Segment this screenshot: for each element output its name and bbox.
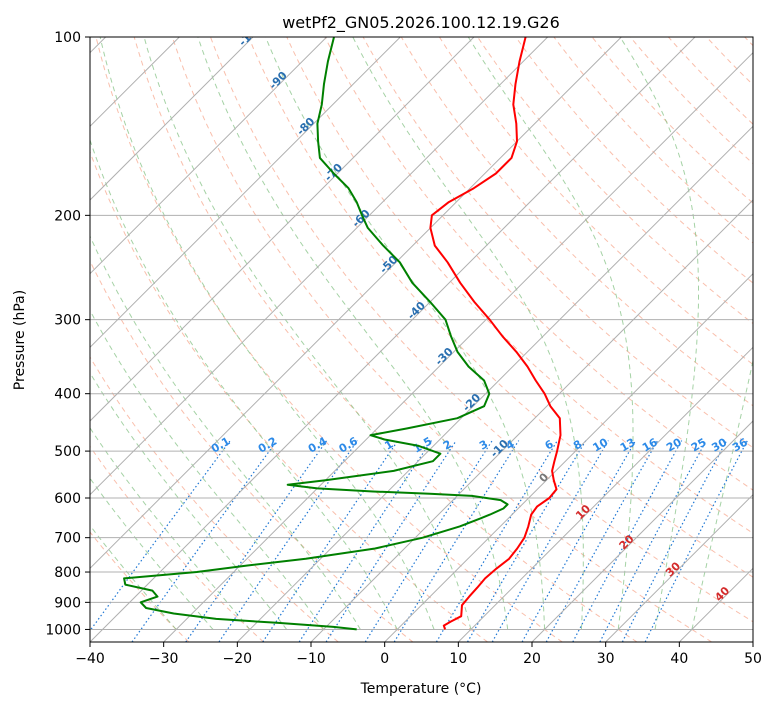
dry-adiabat xyxy=(90,356,339,642)
dry-adiabat xyxy=(171,37,712,642)
mixing-ratio-line xyxy=(262,440,399,642)
isotherm-line xyxy=(384,272,753,642)
mixing-ratio-line xyxy=(572,440,683,642)
mixing-ratio-line xyxy=(435,440,558,642)
mixing-ratio-line xyxy=(644,440,748,642)
isotherm-line xyxy=(90,37,696,642)
mixing-ratio-line xyxy=(466,440,587,642)
moist-adiabat xyxy=(90,477,214,630)
y-tick-label: 800 xyxy=(54,565,81,581)
mixing-ratio-line xyxy=(491,440,609,642)
isotherm-line xyxy=(605,493,753,642)
moist-adiabat xyxy=(90,235,361,630)
x-axis-ticks: −40 −30 −20 −10 0 10 20 30 40 50 xyxy=(75,642,762,667)
dewpoint-profile xyxy=(123,37,509,631)
y-tick-label: 900 xyxy=(54,595,81,611)
moist-adiabat xyxy=(467,37,634,630)
y-tick-label: 1000 xyxy=(45,622,81,638)
moist-adiabat xyxy=(619,37,699,630)
sounding-profiles xyxy=(123,37,562,631)
mixing-ratio-line xyxy=(545,440,659,642)
x-tick-label: 10 xyxy=(449,651,467,667)
isotherm-line xyxy=(90,37,328,275)
dry-adiabat xyxy=(133,37,638,642)
isotherm-line xyxy=(90,37,549,496)
isotherm-line xyxy=(457,346,753,642)
mixing-ratio-line xyxy=(521,440,637,642)
y-tick-label: 400 xyxy=(54,387,81,403)
moist-adiabat xyxy=(90,138,398,630)
isotherm-line xyxy=(531,420,753,642)
moist-adiabat xyxy=(352,37,584,630)
mixing-ratio-line xyxy=(90,440,231,632)
x-tick-label: −30 xyxy=(149,651,179,667)
moist-adiabat xyxy=(691,358,753,630)
moist-adiabat xyxy=(99,37,435,630)
y-tick-label: 200 xyxy=(54,208,81,224)
x-tick-label: −40 xyxy=(75,651,105,667)
isotherm-line xyxy=(90,37,622,570)
x-tick-label: 0 xyxy=(380,651,389,667)
moist-adiabat xyxy=(90,427,251,630)
isotherm-line xyxy=(163,51,753,642)
isotherm-line xyxy=(90,37,475,422)
chart-title: wetPf2_GN05.2026.100.12.19.G26 xyxy=(282,13,560,33)
temperature-profile xyxy=(429,37,562,630)
isotherm-label: -100 xyxy=(236,20,265,49)
y-tick-label: 500 xyxy=(54,444,81,460)
x-tick-label: −10 xyxy=(296,651,326,667)
x-tick-label: 30 xyxy=(597,651,615,667)
moist-adiabat xyxy=(90,371,288,630)
dry-adiabat xyxy=(95,37,563,642)
mixing-ratio-line xyxy=(185,440,328,642)
isotherm-line xyxy=(236,125,753,642)
mixing-ratio-line xyxy=(364,440,493,642)
y-tick-label: 700 xyxy=(54,531,81,547)
dry-adiabat xyxy=(515,37,753,284)
y-tick-label: 100 xyxy=(54,30,81,46)
plot-frame xyxy=(89,36,754,643)
moist-adiabat xyxy=(197,37,509,630)
dry-adiabat xyxy=(248,37,753,578)
x-tick-label: 50 xyxy=(744,651,762,667)
dry-adiabat xyxy=(400,37,753,407)
mixing-ratio-line xyxy=(325,440,457,642)
isotherm-grid xyxy=(90,37,753,642)
mixing-ratio-lines xyxy=(90,440,748,642)
mixing-ratio-line xyxy=(131,440,278,642)
isotherm-line xyxy=(90,37,254,201)
dry-adiabat xyxy=(90,445,264,642)
dry-adiabat xyxy=(210,37,753,623)
x-tick-label: −20 xyxy=(223,651,253,667)
x-axis-label: Temperature (°C) xyxy=(360,681,482,697)
y-axis-label: Pressure (hPa) xyxy=(12,290,28,390)
y-tick-label: 300 xyxy=(54,313,81,329)
isotherm-line xyxy=(90,37,401,349)
mixing-ratio-line xyxy=(298,440,432,642)
dry-adiabat xyxy=(438,37,753,366)
y-axis-ticks: 100 200 300 400 500 600 700 800 900 1000 xyxy=(45,30,90,638)
y-tick-label: 600 xyxy=(54,491,81,507)
x-tick-label: 20 xyxy=(523,651,541,667)
x-tick-label: 40 xyxy=(670,651,688,667)
